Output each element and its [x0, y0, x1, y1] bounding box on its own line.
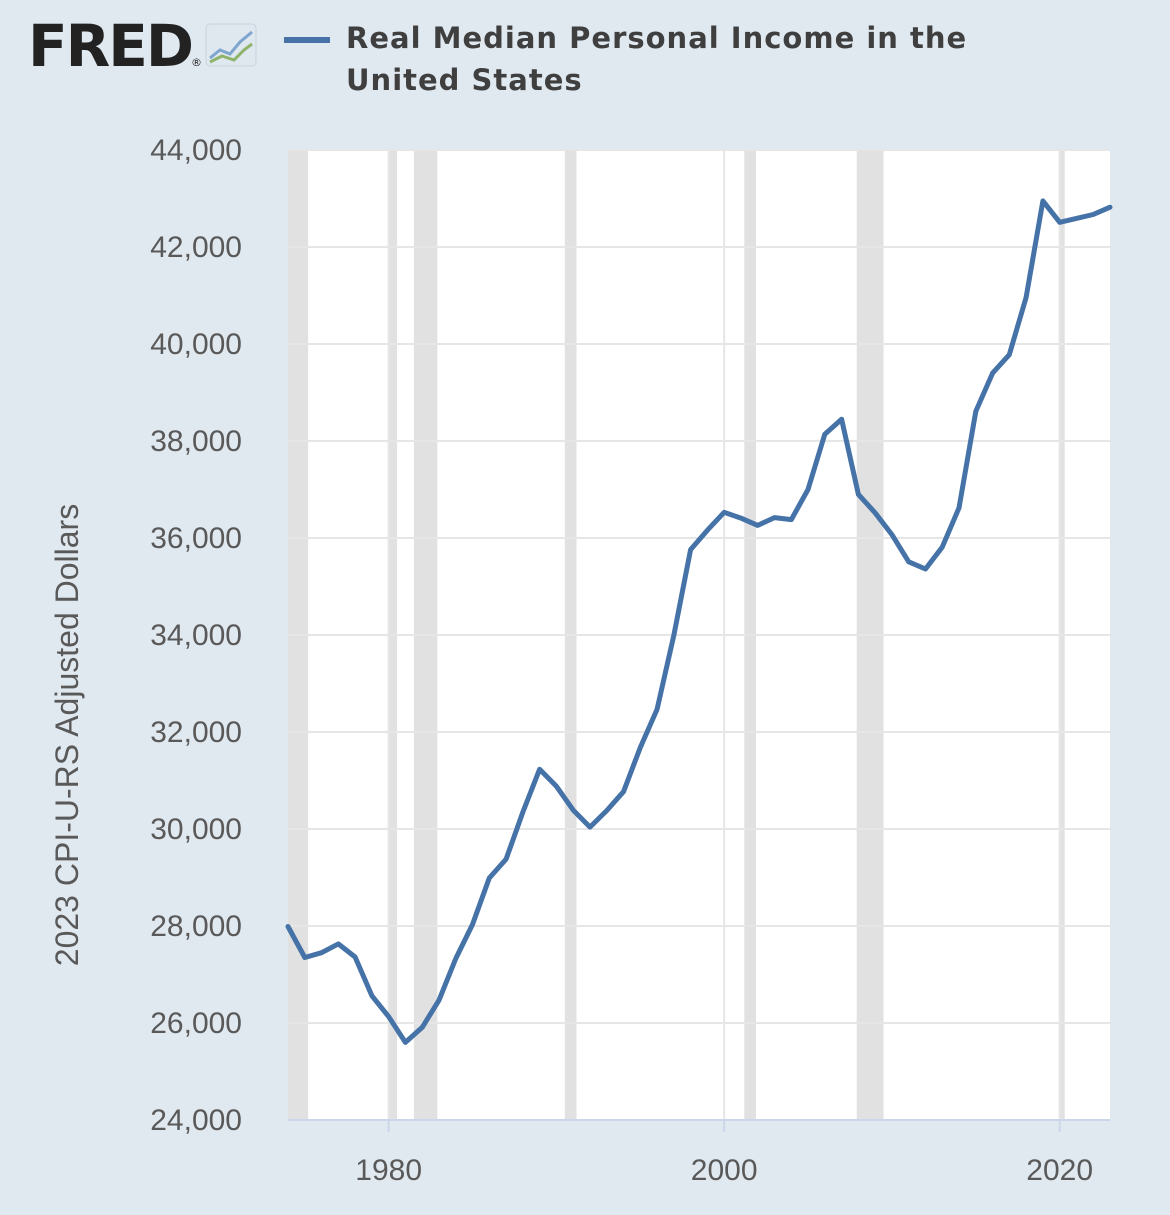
x-axis-tick-labels: 1980 2000 2020 [355, 1154, 1093, 1187]
x-axis-ticks [387, 1120, 1061, 1132]
data-point[interactable] [471, 923, 475, 927]
data-point[interactable] [907, 560, 911, 564]
data-point[interactable] [923, 567, 927, 571]
fred-graph-icon [205, 23, 257, 67]
y-tick-label: 44,000 [150, 134, 242, 167]
data-point[interactable] [286, 924, 290, 928]
legend-label-line-1: Real Median Personal Income in the [346, 21, 967, 55]
x-tick-label: 1980 [355, 1154, 422, 1187]
data-point[interactable] [320, 951, 324, 955]
series-line[interactable] [285, 198, 1113, 1045]
data-point[interactable] [605, 809, 609, 813]
data-point[interactable] [705, 528, 709, 532]
data-point[interactable] [756, 523, 760, 527]
data-point[interactable] [353, 955, 357, 959]
data-point[interactable] [772, 516, 776, 520]
y-tick-label: 42,000 [150, 231, 242, 264]
data-point[interactable] [1041, 199, 1045, 203]
data-point[interactable] [1058, 220, 1062, 224]
y-tick-label: 36,000 [150, 522, 242, 555]
data-point[interactable] [1074, 216, 1078, 220]
y-tick-label: 30,000 [150, 813, 242, 846]
data-point[interactable] [303, 956, 307, 960]
x-tick-label: 2020 [1026, 1154, 1093, 1187]
y-tick-label: 38,000 [150, 425, 242, 458]
y-tick-label: 28,000 [150, 910, 242, 943]
x-tick-label: 2000 [691, 1154, 758, 1187]
data-point[interactable] [873, 511, 877, 515]
data-point[interactable] [1007, 353, 1011, 357]
y-tick-label: 34,000 [150, 619, 242, 652]
data-point[interactable] [504, 857, 508, 861]
y-tick-label: 26,000 [150, 1007, 242, 1040]
y-axis-tick-labels: 24,000 26,000 28,000 30,000 32,000 34,000 36,0… [150, 134, 242, 1137]
data-point[interactable] [538, 767, 542, 771]
data-point[interactable] [1108, 205, 1112, 209]
y-tick-label: 32,000 [150, 716, 242, 749]
data-point[interactable] [789, 518, 793, 522]
data-point[interactable] [974, 409, 978, 413]
legend-label-line-2: United States [346, 63, 583, 97]
data-point[interactable] [655, 707, 659, 711]
data-point[interactable] [1024, 295, 1028, 299]
data-point[interactable] [622, 790, 626, 794]
data-point[interactable] [336, 942, 340, 946]
y-tick-label: 40,000 [150, 328, 242, 361]
data-point[interactable] [437, 998, 441, 1002]
data-point[interactable] [806, 488, 810, 492]
data-point[interactable] [521, 810, 525, 814]
data-point[interactable] [554, 784, 558, 788]
data-point[interactable] [856, 492, 860, 496]
y-axis-title: 2023 CPI-U-RS Adjusted Dollars [49, 504, 85, 966]
data-point[interactable] [940, 545, 944, 549]
data-point[interactable] [420, 1025, 424, 1029]
data-point[interactable] [487, 876, 491, 880]
legend: Real Median Personal Income in the Unite… [284, 21, 978, 97]
data-point[interactable] [722, 510, 726, 514]
data-point[interactable] [840, 417, 844, 421]
data-point[interactable] [403, 1040, 407, 1044]
registered-mark: ® [191, 56, 202, 69]
data-point[interactable] [571, 808, 575, 812]
data-point[interactable] [957, 506, 961, 510]
data-point[interactable] [1091, 213, 1095, 217]
data-point[interactable] [739, 516, 743, 520]
gridlines [288, 149, 1110, 1121]
data-point[interactable] [823, 432, 827, 436]
data-point[interactable] [387, 1015, 391, 1019]
data-point[interactable] [638, 746, 642, 750]
data-point[interactable] [370, 994, 374, 998]
legend-label: Real Median Personal Income in the Unite… [346, 21, 978, 97]
data-point[interactable] [454, 956, 458, 960]
fred-logo[interactable]: FRED ® [28, 12, 257, 80]
data-point[interactable] [672, 633, 676, 637]
fred-logo-text: FRED [28, 12, 192, 80]
data-point[interactable] [991, 371, 995, 375]
y-tick-label: 24,000 [150, 1104, 242, 1137]
data-point[interactable] [588, 825, 592, 829]
data-point[interactable] [689, 548, 693, 552]
data-point[interactable] [890, 533, 894, 537]
